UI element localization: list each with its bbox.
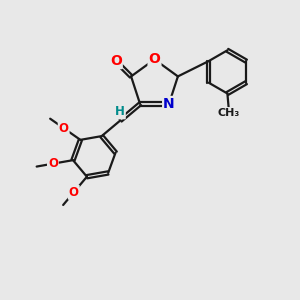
Text: O: O	[69, 186, 79, 199]
Text: CH₃: CH₃	[218, 108, 240, 118]
Text: O: O	[48, 157, 58, 170]
Text: O: O	[59, 122, 69, 135]
Text: N: N	[163, 97, 175, 111]
Text: O: O	[148, 52, 160, 66]
Text: O: O	[110, 54, 122, 68]
Text: H: H	[115, 105, 125, 119]
